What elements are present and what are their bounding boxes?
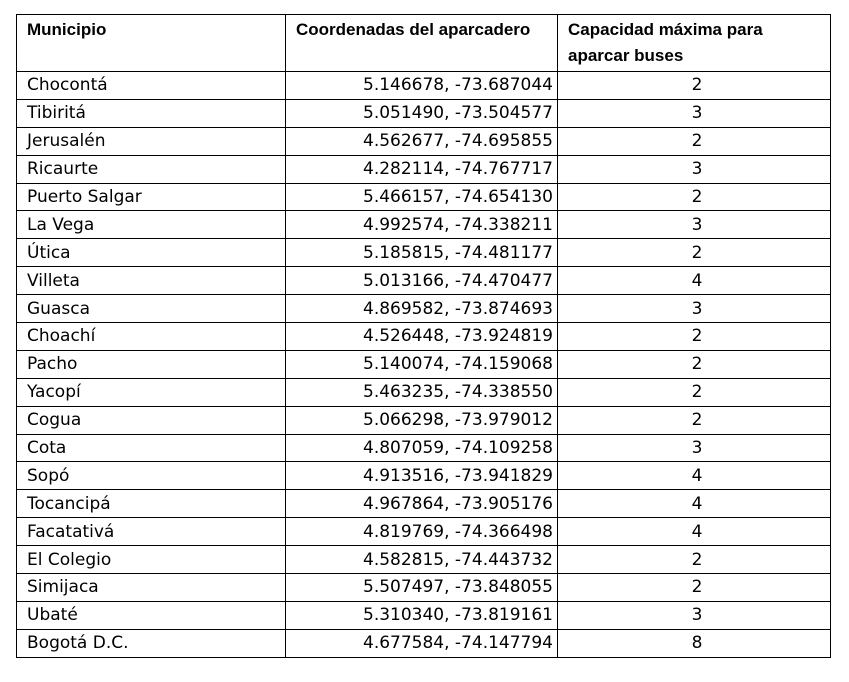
coordinates-cell: 4.967864, -73.905176 (285, 489, 558, 519)
table-header: Municipio Coordenadas del aparcadero Cap… (16, 14, 831, 72)
header-municipio: Municipio (16, 14, 286, 72)
capacity-cell: 2 (557, 545, 831, 575)
municipio-cell: Villeta (16, 266, 286, 296)
municipio-cell: El Colegio (16, 545, 286, 575)
table-row: Pacho 5.140074, -74.159068 2 (16, 349, 831, 379)
capacity-cell: 3 (557, 210, 831, 240)
capacity-cell: 3 (557, 154, 831, 184)
coordinates-cell: 4.807059, -74.109258 (285, 433, 558, 463)
table-row: Ubaté 5.310340, -73.819161 3 (16, 600, 831, 630)
coordinates-cell: 4.562677, -74.695855 (285, 126, 558, 156)
municipio-cell: Cota (16, 433, 286, 463)
municipio-cell: Puerto Salgar (16, 182, 286, 212)
capacity-cell: 4 (557, 266, 831, 296)
table-row: Choachí 4.526448, -73.924819 2 (16, 322, 831, 351)
coordinates-cell: 5.463235, -74.338550 (285, 377, 558, 407)
capacity-cell: 4 (557, 517, 831, 547)
capacity-cell: 3 (557, 600, 831, 630)
coordinates-cell: 4.282114, -74.767717 (285, 154, 558, 184)
coordinates-cell: 5.466157, -74.654130 (285, 182, 558, 212)
table-row: Sopó 4.913516, -73.941829 4 (16, 461, 831, 491)
coordinates-cell: 5.507497, -73.848055 (285, 573, 558, 602)
municipio-cell: Yacopí (16, 377, 286, 407)
coordinates-cell: 5.146678, -73.687044 (285, 71, 558, 100)
municipio-cell: Útica (16, 238, 286, 268)
municipio-cell: Ricaurte (16, 154, 286, 184)
coordinates-cell: 5.140074, -74.159068 (285, 349, 558, 379)
header-capacidad: Capacidad máxima para aparcar buses (557, 14, 831, 72)
capacity-cell: 2 (557, 377, 831, 407)
table-row: Guasca 4.869582, -73.874693 3 (16, 294, 831, 324)
capacity-cell: 2 (557, 238, 831, 268)
municipio-cell: Chocontá (16, 71, 286, 100)
municipio-cell: Ubaté (16, 600, 286, 630)
capacity-cell: 2 (557, 405, 831, 435)
capacity-cell: 2 (557, 573, 831, 602)
parking-table: Municipio Coordenadas del aparcadero Cap… (16, 14, 831, 658)
capacity-cell: 2 (557, 322, 831, 351)
coordinates-cell: 4.582815, -74.443732 (285, 545, 558, 575)
municipio-cell: Tibiritá (16, 98, 286, 128)
table-body: Chocontá 5.146678, -73.687044 2 Tibiritá 5.0… (16, 71, 831, 658)
municipio-cell: Jerusalén (16, 126, 286, 156)
capacity-cell: 2 (557, 349, 831, 379)
coordinates-cell: 4.819769, -74.366498 (285, 517, 558, 547)
capacity-cell: 4 (557, 461, 831, 491)
table-row: La Vega 4.992574, -74.338211 3 (16, 210, 831, 240)
coordinates-cell: 5.051490, -73.504577 (285, 98, 558, 128)
capacity-cell: 3 (557, 294, 831, 324)
header-coordenadas: Coordenadas del aparcadero (285, 14, 558, 72)
capacity-cell: 3 (557, 433, 831, 463)
table-row: Puerto Salgar 5.466157, -74.654130 2 (16, 182, 831, 212)
municipio-cell: La Vega (16, 210, 286, 240)
table-row: Cogua 5.066298, -73.979012 2 (16, 405, 831, 435)
coordinates-cell: 5.066298, -73.979012 (285, 405, 558, 435)
coordinates-cell: 4.992574, -74.338211 (285, 210, 558, 240)
coordinates-cell: 4.526448, -73.924819 (285, 322, 558, 351)
capacity-cell: 8 (557, 628, 831, 658)
table-row: Ricaurte 4.282114, -74.767717 3 (16, 154, 831, 184)
municipio-cell: Cogua (16, 405, 286, 435)
coordinates-cell: 4.677584, -74.147794 (285, 628, 558, 658)
table-row: Cota 4.807059, -74.109258 3 (16, 433, 831, 463)
table-row: Tocancipá 4.967864, -73.905176 4 (16, 489, 831, 519)
coordinates-cell: 5.310340, -73.819161 (285, 600, 558, 630)
municipio-cell: Guasca (16, 294, 286, 324)
capacity-cell: 2 (557, 182, 831, 212)
municipio-cell: Bogotá D.C. (16, 628, 286, 658)
capacity-cell: 2 (557, 71, 831, 100)
capacity-cell: 4 (557, 489, 831, 519)
coordinates-cell: 5.013166, -74.470477 (285, 266, 558, 296)
header-row: Municipio Coordenadas del aparcadero Cap… (16, 14, 831, 72)
table-row: Simijaca 5.507497, -73.848055 2 (16, 573, 831, 602)
table-row: Villeta 5.013166, -74.470477 4 (16, 266, 831, 296)
coordinates-cell: 4.869582, -73.874693 (285, 294, 558, 324)
table-row: Chocontá 5.146678, -73.687044 2 (16, 71, 831, 100)
table-row: Bogotá D.C. 4.677584, -74.147794 8 (16, 628, 831, 658)
coordinates-cell: 5.185815, -74.481177 (285, 238, 558, 268)
capacity-cell: 3 (557, 98, 831, 128)
table-row: Útica 5.185815, -74.481177 2 (16, 238, 831, 268)
municipio-cell: Simijaca (16, 573, 286, 602)
municipio-cell: Tocancipá (16, 489, 286, 519)
municipio-cell: Facatativá (16, 517, 286, 547)
table-row: Facatativá 4.819769, -74.366498 4 (16, 517, 831, 547)
municipio-cell: Pacho (16, 349, 286, 379)
coordinates-cell: 4.913516, -73.941829 (285, 461, 558, 491)
municipio-cell: Sopó (16, 461, 286, 491)
municipio-cell: Choachí (16, 322, 286, 351)
capacity-cell: 2 (557, 126, 831, 156)
table-row: Yacopí 5.463235, -74.338550 2 (16, 377, 831, 407)
table-row: Tibiritá 5.051490, -73.504577 3 (16, 98, 831, 128)
table-row: El Colegio 4.582815, -74.443732 2 (16, 545, 831, 575)
table-row: Jerusalén 4.562677, -74.695855 2 (16, 126, 831, 156)
